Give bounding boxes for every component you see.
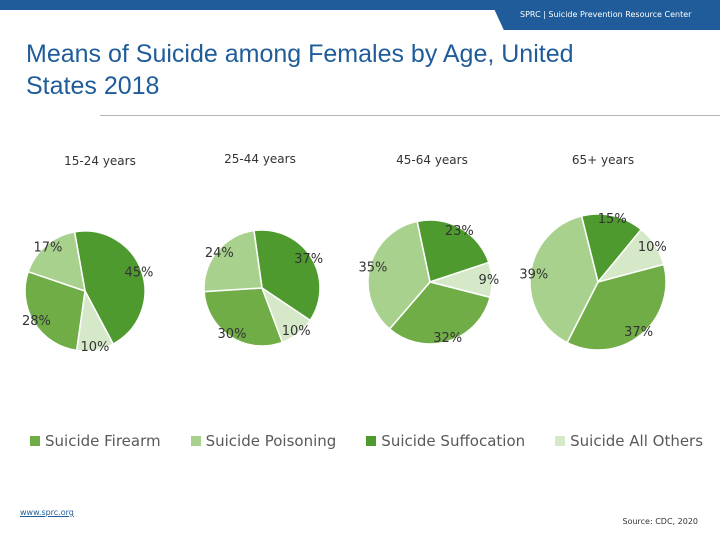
pie-slice	[24, 270, 86, 352]
slice-label: 17%	[33, 241, 62, 256]
pie-slice	[566, 263, 667, 351]
pie-slice	[388, 281, 491, 345]
slice-label: 23%	[445, 224, 474, 239]
slice-label: 39%	[519, 268, 548, 283]
pie-slice	[27, 231, 86, 293]
pie-slice	[203, 287, 284, 347]
panel-title: 15-24 years	[64, 154, 136, 168]
slice-label: 10%	[638, 240, 667, 255]
slice-label: 32%	[433, 331, 462, 346]
legend-swatch	[30, 436, 40, 446]
slice-label: 10%	[282, 324, 311, 339]
footer-link[interactable]: www.sprc.org	[20, 508, 74, 517]
slice-label: 37%	[294, 252, 323, 267]
legend-label: Suicide Firearm	[45, 432, 161, 450]
slice-label: 24%	[205, 246, 234, 261]
legend-item: Suicide All Others	[555, 432, 703, 450]
panel-title: 45-64 years	[396, 153, 468, 167]
slice-label: 37%	[624, 325, 653, 340]
pie-slice	[416, 219, 490, 283]
slice-label: 15%	[598, 212, 627, 227]
legend-item: Suicide Firearm	[30, 432, 161, 450]
pie-slice	[253, 229, 321, 322]
legend-label: Suicide All Others	[570, 432, 704, 450]
pie-slice	[73, 230, 146, 345]
legend-label: Suicide Suffocation	[381, 432, 526, 450]
pie-slice	[529, 215, 599, 344]
slice-label: 9%	[479, 273, 500, 288]
header-stripe	[0, 0, 720, 10]
slice-label: 10%	[80, 340, 109, 355]
header-bar: SPRC | Suicide Prevention Resource Cente…	[0, 0, 720, 36]
slice-label: 28%	[22, 314, 51, 329]
pie-slice	[203, 229, 263, 293]
pie-slice	[367, 220, 431, 331]
slice-label: 35%	[358, 260, 387, 275]
panel-title: 25-44 years	[224, 152, 296, 166]
legend-label: Suicide Poisoning	[205, 432, 337, 450]
chart-title: Means of Suicide among Females by Age, U…	[26, 40, 574, 100]
panel-title: 65+ years	[572, 153, 634, 167]
header-text: SPRC | Suicide Prevention Resource Cente…	[520, 10, 692, 19]
pie-slice	[580, 213, 643, 284]
header-tab	[490, 0, 720, 30]
legend: Suicide Firearm Suicide Poisoning Suicide …	[30, 432, 703, 450]
slice-label: 45%	[124, 265, 153, 280]
source-note: Source: CDC, 2020	[622, 517, 699, 526]
legend-swatch	[555, 436, 566, 446]
slice-label: 30%	[218, 327, 247, 342]
title-divider	[100, 115, 720, 116]
legend-item: Suicide Suffocation	[366, 432, 525, 450]
legend-swatch	[190, 436, 201, 446]
legend-item: Suicide Poisoning	[190, 432, 337, 450]
pie-charts: 15-24 years 45% 10% 28% 17% 25-44 years 37% 10%…	[22, 152, 667, 355]
legend-swatch	[366, 436, 377, 446]
